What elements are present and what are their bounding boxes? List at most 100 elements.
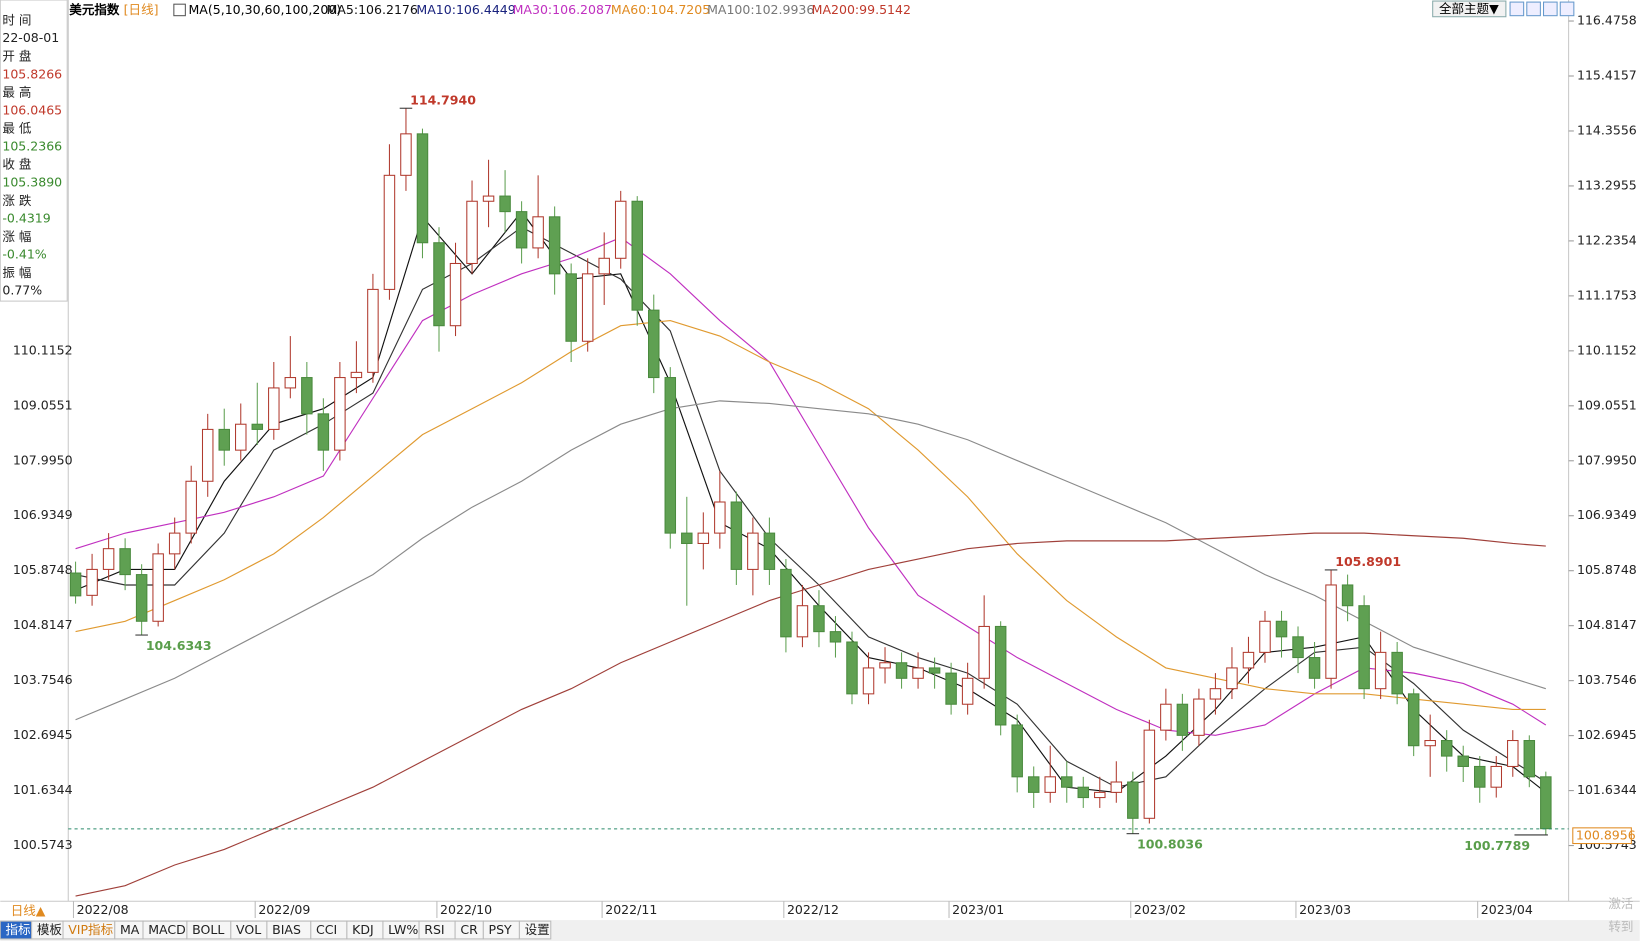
info-label: 最 高 — [2, 85, 31, 100]
tool-icon[interactable] — [1509, 1, 1525, 17]
candle-body — [631, 200, 643, 311]
legend-entry: MA30:106.2087 — [513, 2, 612, 17]
y-tick-label: 111.1753 — [1577, 287, 1637, 302]
candle-body — [367, 288, 379, 373]
info-label: 时 间 — [2, 12, 31, 27]
tool-icon[interactable] — [1543, 1, 1558, 17]
candle-body — [994, 625, 1007, 726]
candle-body — [251, 423, 264, 430]
candle-body — [1176, 703, 1189, 736]
info-value: 0.77% — [2, 283, 42, 298]
candle-body — [614, 200, 627, 259]
candle-body — [284, 377, 297, 389]
period[interactable]: [日线] — [124, 2, 159, 17]
candle-body — [879, 662, 891, 669]
candle-body — [681, 532, 693, 545]
x-tick-label: 2022/12 — [787, 902, 839, 917]
x-tick-label: 2022/08 — [77, 902, 129, 917]
x-tick-label: 2023/04 — [1481, 902, 1533, 917]
y-tick-label: 115.4157 — [1577, 67, 1637, 82]
y-tick-label: 107.9950 — [1577, 452, 1637, 467]
watermark: 转到 — [1608, 919, 1633, 934]
candle-body — [598, 257, 610, 275]
candle-body — [714, 501, 726, 534]
tool-icon[interactable] — [1559, 1, 1575, 17]
tab-label[interactable]: KDJ — [352, 922, 374, 937]
y-tick-label: 103.7546 — [1577, 672, 1637, 687]
candle-body — [565, 273, 577, 342]
tab-label[interactable]: MACD — [148, 922, 186, 937]
tab[interactable] — [518, 920, 552, 940]
tab-label[interactable]: CCI — [316, 922, 337, 937]
tab-label[interactable]: MA — [120, 922, 140, 937]
y-tick-label: 103.7546 — [13, 672, 73, 687]
candle-body — [581, 273, 594, 342]
candle-body — [235, 423, 247, 451]
candle-body — [268, 387, 280, 430]
tab-label[interactable]: LW% — [388, 922, 418, 937]
chart-title: 美元指数 — [69, 2, 120, 17]
annotation: 114.7940 — [410, 92, 476, 107]
y-tick-label: 109.0551 — [13, 397, 73, 412]
ma-line — [75, 400, 1546, 721]
candle-body — [1374, 651, 1387, 690]
candle-body — [1523, 740, 1536, 778]
candle-body — [796, 605, 809, 638]
ma-icon[interactable] — [173, 3, 186, 17]
candle-body — [152, 553, 164, 622]
candle-body — [730, 501, 743, 570]
y-tick-label: 104.8147 — [1577, 617, 1637, 632]
ma-line — [75, 532, 1546, 897]
candle-body — [928, 667, 941, 674]
tab-label[interactable]: CR — [460, 922, 478, 937]
candle-body — [1275, 620, 1288, 638]
tab-label[interactable]: BIAS — [272, 922, 301, 937]
annotation: 105.8901 — [1335, 554, 1401, 569]
period-tab[interactable]: 日线▲ — [11, 903, 46, 918]
tab-label[interactable]: 模板 — [37, 922, 63, 937]
x-tick-label: 2022/09 — [258, 902, 310, 917]
annotation: 100.7789 — [1464, 838, 1530, 853]
candle-body — [1358, 605, 1370, 690]
candle-body — [1160, 703, 1172, 731]
candle-body — [168, 532, 181, 555]
candle-body — [780, 568, 792, 638]
candle-body — [862, 667, 875, 695]
info-value: 22-08-01 — [2, 30, 59, 45]
candle-body — [1341, 584, 1354, 607]
candle-body — [1325, 584, 1337, 679]
tab-label[interactable]: RSI — [424, 922, 444, 937]
info-value: 105.3890 — [2, 174, 62, 189]
candle-body — [317, 413, 330, 451]
x-tick-label: 2023/03 — [1299, 902, 1351, 917]
y-tick-label: 113.2955 — [1577, 177, 1637, 192]
candle-body — [813, 605, 825, 633]
info-value: 105.8266 — [2, 66, 62, 81]
tab-label[interactable]: 指标 — [6, 922, 31, 937]
tool-icon[interactable] — [1526, 1, 1541, 17]
tab-label[interactable]: PSY — [489, 922, 513, 937]
candle-body — [1127, 781, 1139, 819]
candle-body — [334, 377, 346, 451]
candle-body — [466, 200, 478, 265]
tab-label[interactable]: VIP指标 — [68, 922, 113, 937]
candle-body — [548, 216, 561, 275]
candle-body — [1308, 657, 1321, 679]
theme-button-label[interactable]: 全部主题▼ — [1439, 1, 1499, 16]
y-tick-label: 110.1152 — [1577, 342, 1637, 357]
tab-label[interactable]: BOLL — [192, 922, 224, 937]
x-tick-label: 2022/11 — [605, 902, 657, 917]
candle-body — [1490, 765, 1503, 788]
candle-body — [895, 662, 908, 679]
info-label: 振 幅 — [2, 265, 31, 280]
candle-body — [1027, 776, 1040, 793]
tab-label[interactable]: 设置 — [525, 922, 550, 937]
candle-body — [648, 309, 660, 379]
tab-label[interactable]: VOL — [236, 922, 261, 937]
y-tick-label: 101.6344 — [1577, 782, 1637, 797]
theme-button[interactable] — [1432, 0, 1507, 18]
y-tick-label: 100.5743 — [13, 837, 73, 852]
candle-body — [1391, 651, 1403, 695]
